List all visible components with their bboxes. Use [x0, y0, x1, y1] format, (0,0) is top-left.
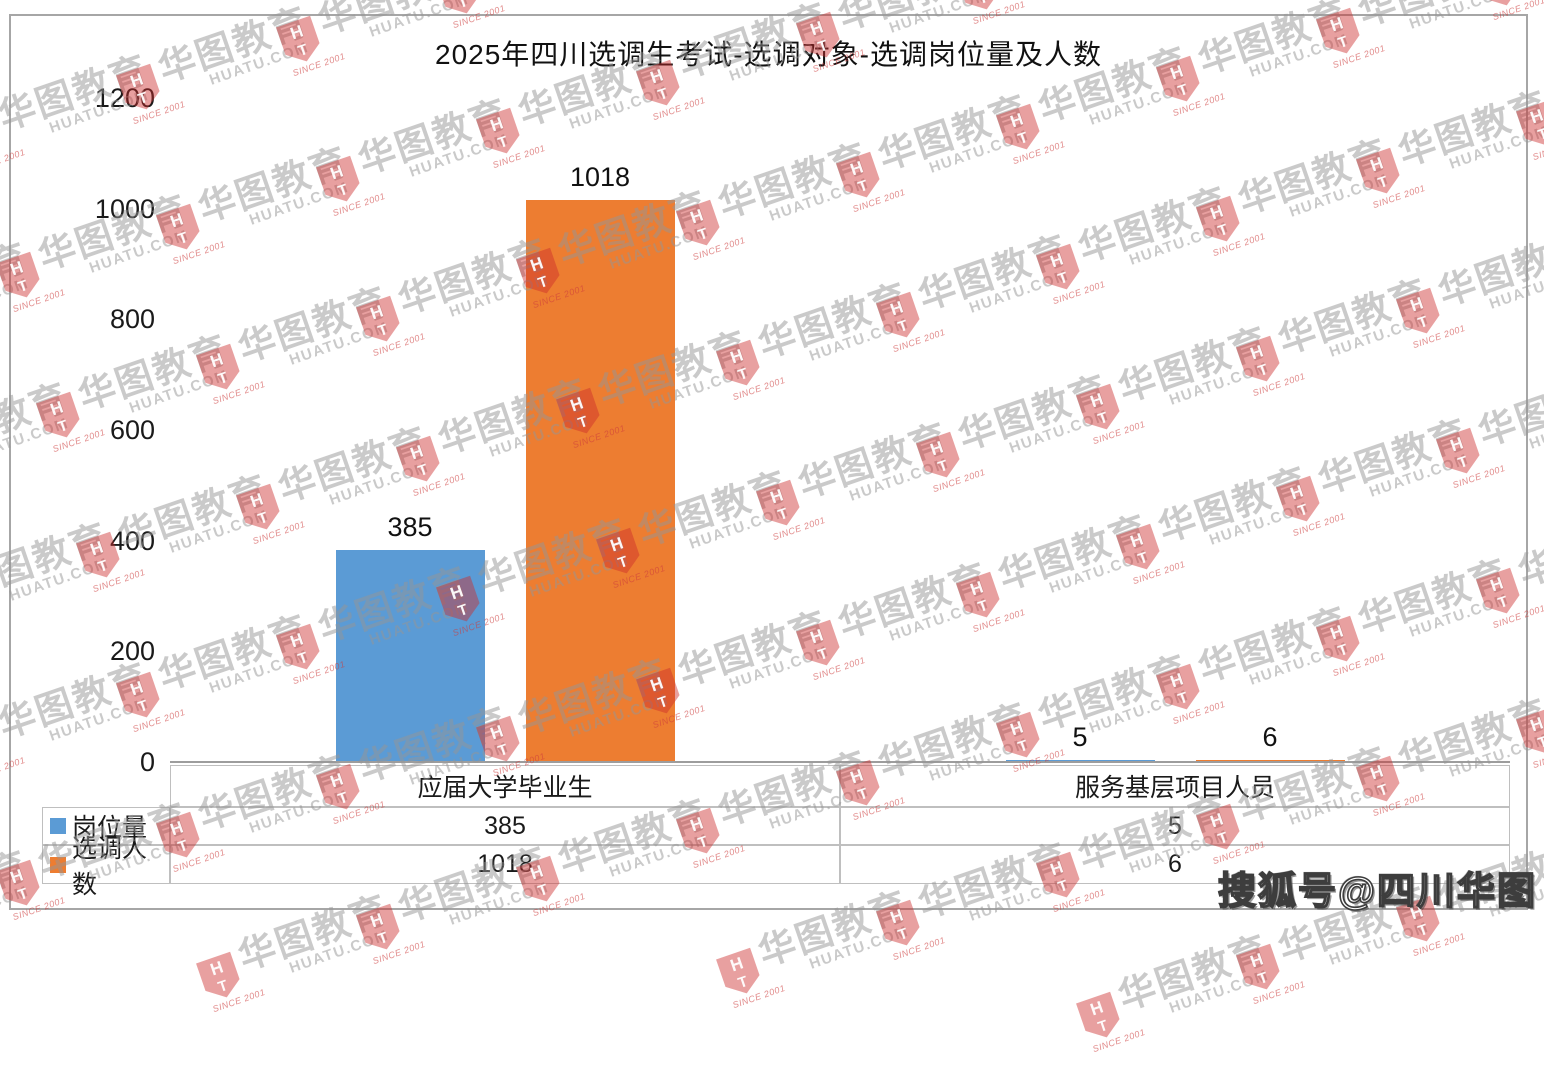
- watermark-brand-text: 华图教育: [1113, 928, 1274, 1018]
- svg-text:H: H: [1528, 106, 1544, 128]
- bar-value-label: 1018: [569, 162, 631, 192]
- huatu-logo-icon: HT: [356, 903, 400, 950]
- huatu-logo-icon: HT: [1076, 991, 1120, 1038]
- table-value-cell: 5: [840, 807, 1510, 845]
- watermark-url-text: HUATU.COM: [807, 922, 912, 973]
- y-tick-label: 200: [109, 636, 155, 667]
- bar-value-label: 5: [1072, 722, 1088, 752]
- watermark-since-text: SINCE 2001: [731, 982, 787, 1011]
- bar-岗位量-应届大学毕业生: [335, 550, 485, 763]
- watermark-since-text: SINCE 2001: [1411, 930, 1467, 959]
- sohu-watermark-text: 搜狐号@四川华图: [1217, 870, 1537, 914]
- svg-text:T: T: [1496, 0, 1510, 4]
- svg-text:T: T: [1096, 1017, 1110, 1036]
- bar-value-label: 385: [387, 512, 433, 542]
- chart-title: 2025年四川选调生考试-选调对象-选调岗位量及人数: [435, 39, 1102, 70]
- svg-text:T: T: [976, 0, 990, 8]
- svg-text:H: H: [1088, 998, 1106, 1020]
- y-tick-label: 1200: [94, 83, 155, 113]
- svg-text:T: T: [1416, 921, 1430, 940]
- svg-text:T: T: [896, 925, 910, 944]
- y-tick-label: 0: [139, 747, 155, 777]
- watermark-since-text: SINCE 2001: [371, 938, 427, 967]
- svg-text:H: H: [368, 910, 386, 932]
- huatu-logo-icon: HT: [716, 947, 760, 994]
- svg-text:T: T: [1536, 733, 1544, 752]
- table-value-cell: 6: [840, 845, 1510, 884]
- bar-value-label: 6: [1262, 722, 1278, 752]
- table-header-cell: 应届大学毕业生: [170, 765, 840, 807]
- watermark-url-text: HUATU.COM: [1527, 402, 1544, 453]
- watermark-since-text: SINCE 2001: [1531, 135, 1544, 163]
- chart-frame: [9, 14, 1528, 910]
- huatu-logo-icon: HT: [0, 110, 5, 164]
- svg-text:T: T: [736, 973, 750, 992]
- watermark-url-text: HUATU.COM: [287, 926, 392, 977]
- x-axis-line: [170, 761, 1510, 763]
- bar-选调人数-应届大学毕业生: [525, 200, 675, 763]
- legend-cell: 选调人数: [42, 835, 170, 899]
- legend-swatch: [50, 818, 66, 834]
- svg-text:T: T: [456, 0, 470, 12]
- table-value-cell: 1018: [170, 845, 840, 884]
- huatu-logo-icon: HT: [1476, 0, 1520, 6]
- y-tick-label: 600: [109, 415, 155, 445]
- watermark-since-text: SINCE 2001: [891, 934, 947, 963]
- watermark-since-text: SINCE 2001: [1531, 743, 1544, 771]
- legend-label: 岗位量: [72, 814, 148, 842]
- legend-label: 选调人数: [72, 834, 148, 899]
- svg-text:T: T: [376, 929, 390, 948]
- svg-text:H: H: [208, 958, 226, 980]
- y-tick-label: 1000: [94, 193, 155, 224]
- y-tick-label: 800: [109, 304, 155, 335]
- legend-cell: 岗位量: [42, 807, 170, 845]
- watermark-url-text: HUATU.COM: [1327, 918, 1432, 969]
- y-tick-label: 400: [109, 525, 155, 556]
- watermark-since-text: SINCE 2001: [211, 986, 267, 1015]
- svg-text:H: H: [1528, 714, 1544, 736]
- legend-swatch: [50, 856, 66, 873]
- table-header-cell: 服务基层项目人员: [840, 765, 1510, 807]
- watermark-since-text: SINCE 2001: [1251, 978, 1307, 1007]
- svg-text:H: H: [728, 954, 746, 976]
- svg-text:H: H: [1248, 950, 1266, 972]
- watermark-since-text: SINCE 2001: [1091, 1026, 1147, 1055]
- huatu-logo-icon: HT: [0, 718, 5, 772]
- svg-text:T: T: [216, 977, 230, 996]
- huatu-logo-icon: HT: [1236, 943, 1280, 990]
- huatu-logo-icon: HT: [196, 951, 240, 998]
- svg-text:T: T: [1256, 969, 1270, 988]
- watermark-url-text: HUATU.COM: [1167, 966, 1272, 1017]
- svg-text:T: T: [1536, 125, 1544, 144]
- table-value-cell: 385: [170, 807, 840, 845]
